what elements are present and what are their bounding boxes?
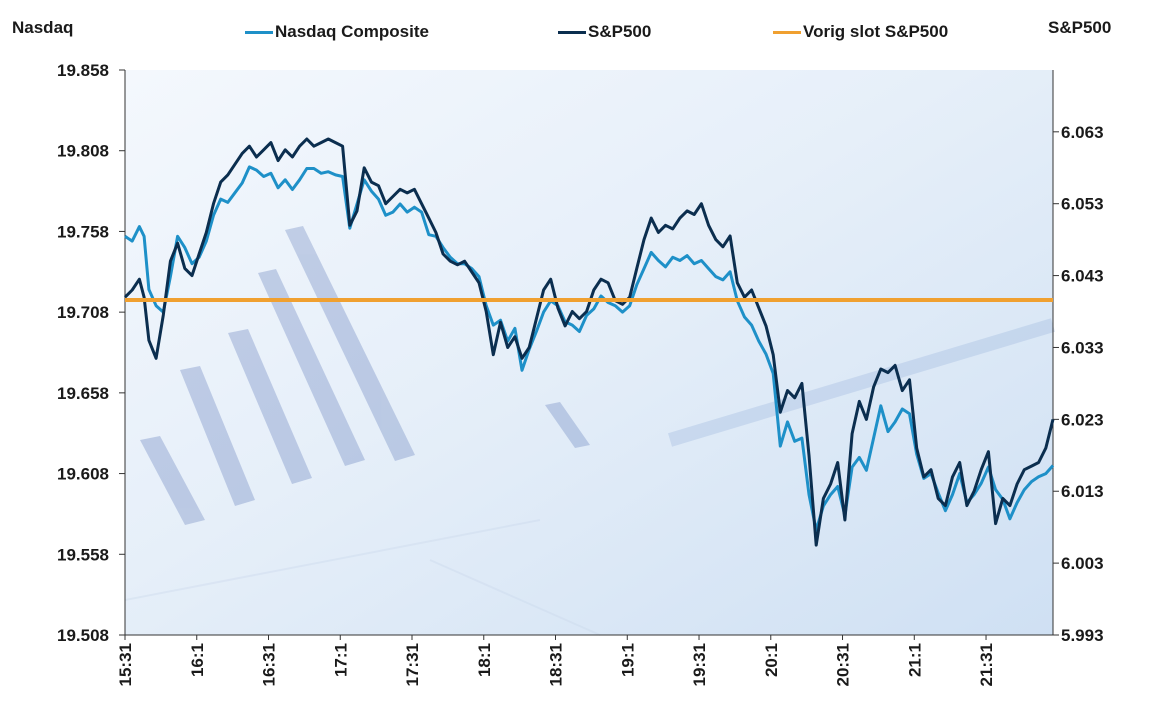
x-tick-label: 15:31 <box>116 643 135 686</box>
legend-item-nasdaq: Nasdaq Composite <box>245 22 429 42</box>
x-axis: 15:31 16:1 16:31 17:1 17:31 18:1 18:31 19:1 19:3… <box>116 635 996 686</box>
right-tick-label: 6.023 <box>1061 410 1104 429</box>
legend-label-prev-close: Vorig slot S&P500 <box>803 22 949 41</box>
left-tick-label: 19.808 <box>57 142 109 161</box>
x-tick-label: 19:31 <box>690 643 709 686</box>
background-decoration-lines <box>124 318 1056 636</box>
x-tick-label: 16:31 <box>260 643 279 686</box>
legend-label-nasdaq: Nasdaq Composite <box>275 22 429 41</box>
left-tick-label: 19.558 <box>57 545 109 564</box>
x-tick-label: 20:31 <box>834 643 853 686</box>
left-axis-title: Nasdaq <box>12 18 74 37</box>
x-tick-label: 18:1 <box>475 643 494 677</box>
right-tick-label: 6.053 <box>1061 195 1104 214</box>
left-tick-label: 19.658 <box>57 384 109 403</box>
plot-frame <box>124 70 1054 636</box>
legend-label-sp500: S&P500 <box>588 22 652 41</box>
left-tick-label: 19.508 <box>57 626 109 645</box>
x-tick-label: 20:1 <box>762 643 781 677</box>
left-axis: 19.858 19.808 19.758 19.708 19.658 19.608 19.5… <box>57 61 125 645</box>
right-axis-title: S&P500 <box>1048 18 1112 37</box>
right-tick-label: 5.993 <box>1061 626 1104 645</box>
legend-item-prev-close: Vorig slot S&P500 <box>773 22 948 42</box>
x-tick-label: 21:31 <box>977 643 996 686</box>
series-nasdaq-line <box>124 165 1055 532</box>
right-tick-label: 6.033 <box>1061 338 1104 357</box>
right-tick-label: 6.013 <box>1061 482 1104 501</box>
x-tick-label: 17:31 <box>403 643 422 686</box>
left-tick-label: 19.608 <box>57 465 109 484</box>
background-decoration <box>140 226 590 525</box>
right-tick-label: 6.063 <box>1061 123 1104 142</box>
x-tick-label: 21:1 <box>905 643 924 677</box>
left-tick-label: 19.758 <box>57 222 109 241</box>
left-tick-label: 19.708 <box>57 303 109 322</box>
legend-swatch-nasdaq <box>245 30 273 34</box>
x-tick-label: 19:1 <box>618 643 637 677</box>
series-layer <box>123 137 1055 547</box>
x-tick-label: 16:1 <box>188 643 207 677</box>
legend-item-sp500: S&P500 <box>558 22 651 42</box>
series-sp500-line <box>123 137 1055 547</box>
right-tick-label: 6.003 <box>1061 554 1104 573</box>
x-tick-label: 18:31 <box>547 643 566 686</box>
x-tick-label: 17:1 <box>331 643 350 677</box>
legend-swatch-prev-close <box>773 30 801 34</box>
legend-swatch-sp500 <box>558 30 586 34</box>
left-tick-label: 19.858 <box>57 61 109 80</box>
right-axis: 6.063 6.053 6.043 6.033 6.023 6.013 6.003 5.993 <box>1053 123 1104 645</box>
right-tick-label: 6.043 <box>1061 267 1104 286</box>
plot-background <box>124 70 1056 636</box>
